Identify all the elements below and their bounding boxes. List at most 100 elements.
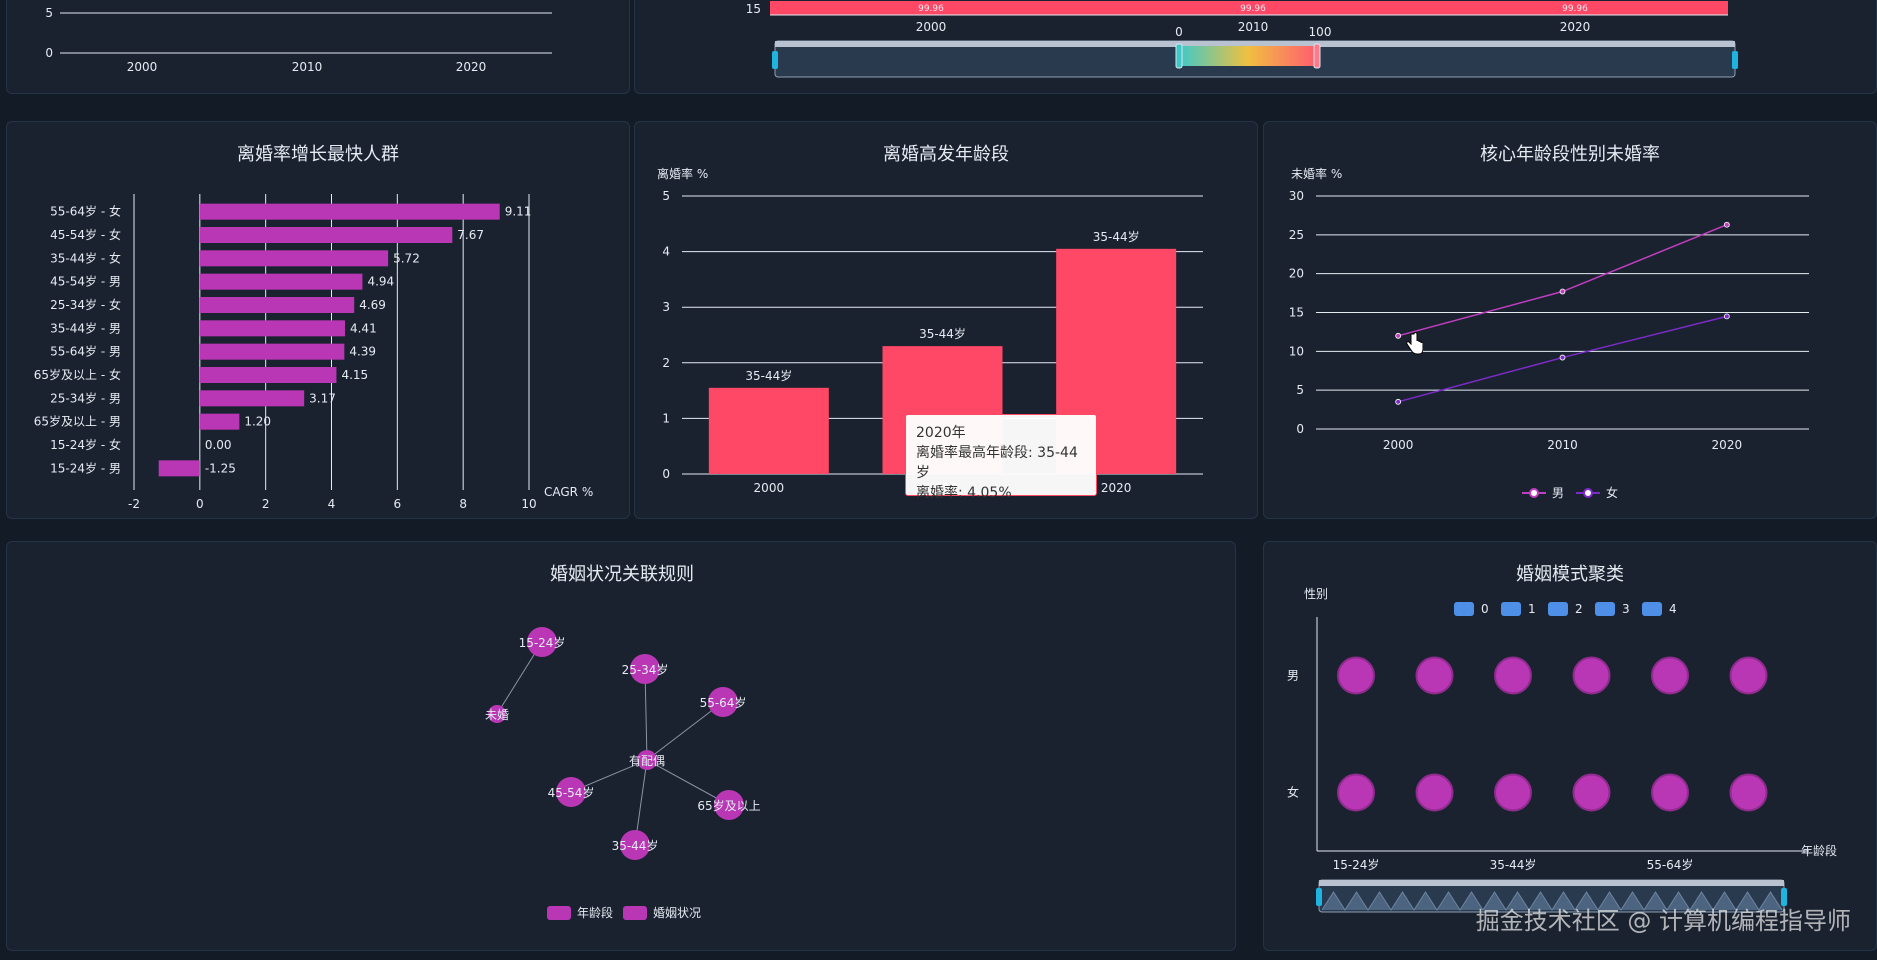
legend-marker-icon <box>1522 487 1546 498</box>
x-tick-label: 55-64岁 <box>1647 857 1694 872</box>
bar <box>158 460 200 477</box>
x-tick-label: 2010 <box>1547 438 1578 452</box>
data-point <box>1559 288 1566 295</box>
y-axis-label: 性别 <box>1304 587 1328 601</box>
x-tick-label: 2000 <box>1383 438 1414 452</box>
y-axis-label: 离婚率 % <box>657 166 708 181</box>
category-label: 65岁及以上 - 男 <box>34 414 121 429</box>
bar-label: 35-44岁 <box>919 326 966 341</box>
legend-marker-icon <box>1576 487 1600 498</box>
legend-item-age[interactable]: 年龄段 <box>547 904 613 921</box>
node[interactable]: 有配偶 <box>629 750 665 770</box>
y-tick-label: 0 <box>1296 422 1304 436</box>
bar-value-label: -1.25 <box>205 461 236 475</box>
zoom-handle-left[interactable] <box>772 51 778 69</box>
panel-title: 婚姻状况关联规则 <box>550 564 694 585</box>
bar <box>199 320 345 337</box>
bar <box>199 227 453 243</box>
watermark: 掘金技术社区 @ 计算机编程指导师 <box>1475 907 1851 935</box>
zoom-slider-preview <box>1321 891 1783 911</box>
y-tick-label: 0 <box>45 46 53 60</box>
zoom-handle-right[interactable] <box>1781 888 1787 906</box>
graph-edges <box>496 641 730 846</box>
y-tick-label: 25 <box>1289 228 1304 242</box>
node[interactable]: 65岁及以上 <box>697 790 761 820</box>
visual-map[interactable]: 0 100 <box>1175 25 1331 69</box>
y-tick-label: 4 <box>662 245 670 259</box>
category-label: 35-44岁 - 女 <box>50 250 121 265</box>
panel-title: 离婚率增长最快人群 <box>237 144 399 165</box>
y-tick-label: 5 <box>1296 383 1304 397</box>
data-point <box>1395 332 1402 339</box>
x-tick-label: 2020 <box>1560 20 1591 34</box>
bar-label: 35-44岁 <box>745 368 792 383</box>
zoom-handle-left[interactable] <box>1316 888 1322 906</box>
visual-map-bar <box>1179 46 1317 66</box>
node[interactable]: 35-44岁 <box>612 830 659 860</box>
zoom-slider[interactable] <box>1316 879 1787 913</box>
scatter-point <box>1415 773 1454 812</box>
y-tick-label: 30 <box>1289 189 1304 203</box>
y-tick-label: 3 <box>662 300 670 314</box>
node[interactable]: 45-54岁 <box>548 777 595 807</box>
y-tick-label: 20 <box>1289 267 1304 281</box>
bar <box>770 1 1728 15</box>
bar <box>199 367 337 383</box>
node[interactable]: 55-64岁 <box>700 687 747 717</box>
category-label: 25-34岁 - 女 <box>50 297 121 312</box>
legend-label: 0 <box>1481 602 1489 616</box>
scatter-point <box>1729 773 1768 812</box>
node[interactable]: 15-24岁 <box>519 627 566 657</box>
node[interactable]: 未婚 <box>485 705 509 723</box>
legend-label: 2 <box>1575 602 1583 616</box>
legend-label: 4 <box>1669 602 1677 616</box>
scatter-point <box>1729 656 1768 695</box>
svg-text:25-34岁: 25-34岁 <box>622 662 669 677</box>
visual-map-handle-max[interactable] <box>1313 43 1321 69</box>
axis-label: CAGR % <box>544 485 593 499</box>
node[interactable]: 25-34岁 <box>622 654 669 684</box>
y-tick-label: 女 <box>1287 785 1299 800</box>
data-point <box>1723 313 1730 320</box>
bar <box>199 273 363 290</box>
legend-swatch-icon <box>547 905 571 920</box>
bar-value-label: 9.11 <box>505 205 532 219</box>
top-mid-chart: 15 99.96 99.96 99.96 2000 2010 2020 0 <box>746 1 1738 78</box>
data-point <box>1723 221 1730 228</box>
category-label: 45-54岁 - 男 <box>50 274 121 289</box>
category-label: 15-24岁 - 女 <box>50 437 121 452</box>
unmarried-chart: 未婚率 % 0 5 10 15 20 25 30 2000 2010 2020 <box>1289 166 1809 452</box>
data-point <box>1559 354 1566 361</box>
visual-map-handle-min[interactable] <box>1175 43 1183 69</box>
y-tick-label: 男 <box>1287 669 1299 683</box>
zoom-handle-right[interactable] <box>1732 51 1738 69</box>
bar-value-label: 0.00 <box>205 438 232 452</box>
x-tick-label: 6 <box>394 497 402 511</box>
legend-item-male[interactable]: 男 <box>1522 484 1564 501</box>
legend-label: 女 <box>1606 486 1619 500</box>
legend-item-status[interactable]: 婚姻状况 <box>623 904 701 921</box>
legend-swatch-icon <box>623 905 647 920</box>
scatter-point <box>1494 773 1532 812</box>
bar-value-label: 99.96 <box>918 4 944 14</box>
data-point <box>1395 398 1402 405</box>
scatter-point <box>1651 773 1689 812</box>
category-label: 45-54岁 - 女 <box>50 227 121 242</box>
unmarried-panel: 核心年龄段性别未婚率 未婚率 % 0 5 10 15 20 25 30 2000 2010 2020… <box>1263 121 1877 519</box>
legend-item-female[interactable]: 女 <box>1576 484 1618 501</box>
x-tick-label: 2000 <box>916 20 947 34</box>
y-tick-label: 2 <box>662 356 670 370</box>
legend-label: 婚姻状况 <box>653 906 702 920</box>
legend-label: 3 <box>1622 602 1630 616</box>
y-tick-label: 5 <box>45 6 53 20</box>
legend-swatch-icon <box>1501 602 1521 616</box>
bar-value-label: 3.17 <box>309 391 336 405</box>
panel-title: 婚姻模式聚类 <box>1516 564 1624 585</box>
panel-title: 离婚高发年龄段 <box>883 144 1009 165</box>
top-left-panel: 5 0 2000 2010 2020 <box>6 0 630 94</box>
x-tick-label: 15-24岁 <box>1333 857 1380 872</box>
x-tick-label: 2 <box>262 497 270 511</box>
x-tick-label: 4 <box>328 497 336 511</box>
bar <box>199 413 240 430</box>
bar-value-label: 4.15 <box>341 368 368 382</box>
